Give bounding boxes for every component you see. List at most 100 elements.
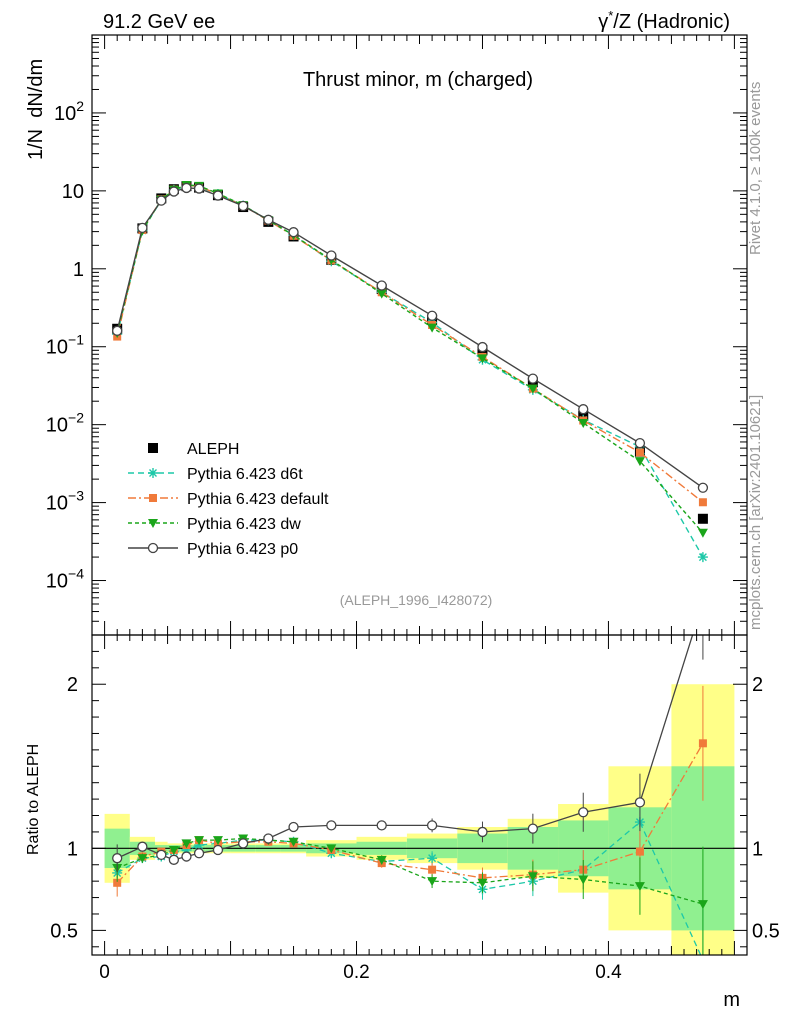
ratio-point <box>527 823 539 834</box>
ratio-series-dw <box>112 834 708 955</box>
main-panel: 102 10 1 10−1 10−2 10−3 10−4 Thrust minor, m (… <box>25 34 748 636</box>
ratio-point <box>698 739 707 748</box>
y-tick-label: 102 <box>54 98 84 125</box>
ratio-tick-label: 1 <box>67 838 78 860</box>
y-tick-label: 10−2 <box>46 410 84 437</box>
ratio-point <box>168 854 180 865</box>
ratio-point <box>477 878 488 888</box>
x-axis-label: m <box>723 989 740 1011</box>
ratio-point <box>194 836 205 846</box>
ratio-point <box>137 854 148 864</box>
data-point <box>697 513 708 524</box>
legend-marker <box>147 542 159 554</box>
ratio-point <box>702 954 704 955</box>
ratio-point <box>698 598 707 607</box>
legend-item: Pythia 6.423 dw <box>128 516 301 533</box>
ratio-series-p0 <box>112 598 707 872</box>
legend-item: ALEPH <box>148 441 239 458</box>
legend: ALEPH Pythia 6.423 d6t Pythia 6.423 defaul… <box>128 441 329 558</box>
ratio-point <box>288 821 299 833</box>
ratio-point <box>376 820 387 831</box>
ratio-point <box>578 807 589 818</box>
data-point <box>112 325 123 336</box>
data-point <box>156 195 167 206</box>
legend-marker <box>148 519 158 528</box>
ratio-point <box>635 847 644 856</box>
ratio-point <box>112 853 123 864</box>
header-energy-label: 91.2 GeV ee <box>103 11 215 33</box>
x-tick-label: 0 <box>99 962 110 983</box>
ratio-tick-label: 1 <box>752 838 763 860</box>
data-point <box>697 528 708 538</box>
analysis-tag: (ALEPH_1996_I428072) <box>340 592 493 608</box>
ratio-tick-label: 0.5 <box>752 920 780 942</box>
data-point <box>376 289 387 299</box>
ratio-point <box>376 855 387 865</box>
ratio-point <box>238 838 249 849</box>
data-point <box>238 200 249 212</box>
data-point <box>212 190 224 201</box>
ratio-point <box>212 844 224 856</box>
data-point <box>634 437 646 449</box>
ratio-point <box>156 849 167 861</box>
ratio-point <box>326 844 337 854</box>
ratio-point <box>263 833 274 844</box>
data-point <box>326 250 337 261</box>
data-point <box>193 183 205 194</box>
legend-label: ALEPH <box>187 441 239 458</box>
ratio-point <box>697 900 708 910</box>
ratio-point <box>288 837 299 847</box>
ratio-point <box>137 841 148 852</box>
legend-label: Pythia 6.423 p0 <box>187 541 298 558</box>
ratio-point <box>181 839 192 849</box>
ratio-point <box>427 877 438 887</box>
data-point <box>181 182 192 194</box>
data-point <box>137 222 148 234</box>
ratio-panel: 0.5 0.5 1 1 2 2 Ratio to ALEPH <box>25 598 780 956</box>
data-point <box>427 323 438 333</box>
series-pythia-6-423-dw <box>112 180 708 538</box>
ratio-point <box>426 820 438 831</box>
data-point <box>477 354 488 364</box>
y-tick-label: 10−1 <box>46 332 84 359</box>
legend-item: Pythia 6.423 d6t <box>128 466 303 483</box>
ratio-point <box>428 865 437 874</box>
ratio-point <box>634 797 646 808</box>
data-point <box>426 310 438 321</box>
ratio-point <box>113 878 122 887</box>
data-point <box>578 404 589 415</box>
chart-title: Thrust minor, m (charged) <box>303 69 533 91</box>
ratio-point <box>212 836 223 846</box>
mcplots-source-label: mcplots.cern.ch [arXiv:2401.10621] <box>747 395 764 630</box>
ratio-tick-label: 2 <box>752 674 763 696</box>
legend-item: Pythia 6.423 default <box>128 491 329 508</box>
ratio-point <box>181 844 192 855</box>
legend-item: Pythia 6.423 p0 <box>128 541 298 558</box>
data-point <box>527 373 539 384</box>
y-tick-label: 10 <box>62 181 84 203</box>
legend-marker <box>149 494 157 502</box>
data-point <box>578 419 589 429</box>
data-point <box>635 448 644 457</box>
ratio-point <box>193 848 205 859</box>
data-point <box>263 214 274 225</box>
header-process-label: γ*/Z (Hadronic) <box>598 8 730 33</box>
legend-label: Pythia 6.423 dw <box>187 516 301 533</box>
ratio-point <box>181 851 192 862</box>
legend-marker <box>148 443 158 453</box>
x-tick-label: 0.2 <box>343 962 369 983</box>
ratio-point <box>477 826 488 838</box>
ratio-point <box>427 853 438 864</box>
legend-marker <box>148 468 158 478</box>
ratio-point <box>527 872 538 882</box>
ratio-tick-label: 2 <box>67 674 78 696</box>
data-point <box>376 280 387 291</box>
ratio-point <box>578 875 589 885</box>
ratio-tick-label: 0.5 <box>50 920 78 942</box>
legend-label: Pythia 6.423 default <box>187 491 329 508</box>
data-point <box>477 341 488 353</box>
ratio-point <box>168 845 179 855</box>
data-point <box>697 482 709 493</box>
data-point <box>168 186 180 197</box>
